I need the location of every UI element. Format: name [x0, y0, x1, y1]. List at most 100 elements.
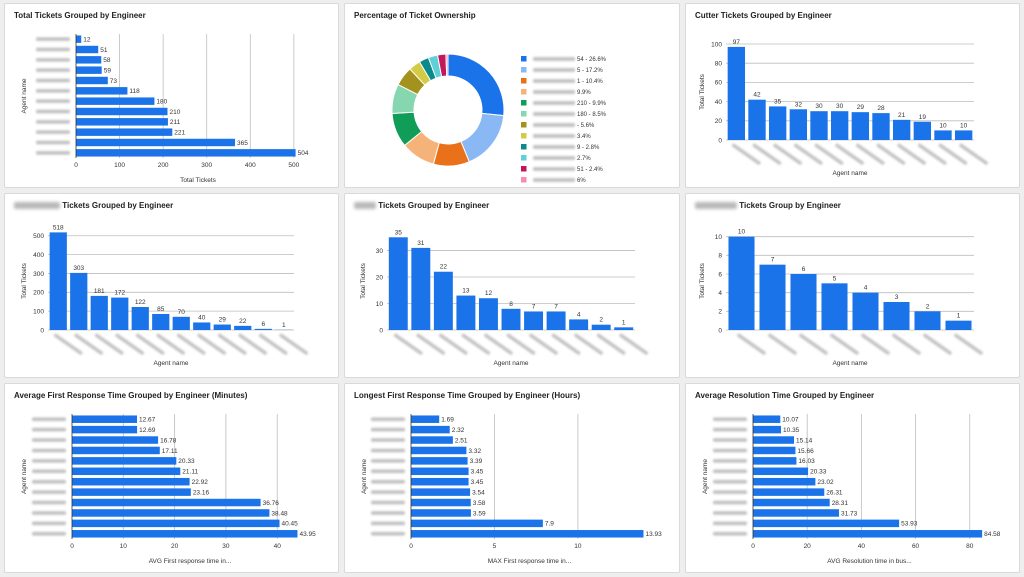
- data-label: 3.45: [471, 469, 484, 476]
- bar: [72, 519, 280, 528]
- category-label-redacted: [32, 511, 66, 515]
- tick-label: 300: [33, 271, 44, 278]
- data-label: 40: [198, 314, 206, 321]
- bar: [72, 530, 298, 538]
- bar: [753, 488, 825, 496]
- tick-label: 10: [120, 543, 128, 550]
- bar: [954, 130, 973, 140]
- tile-avg-first-response[interactable]: Average First Response Time Grouped by E…: [4, 383, 339, 573]
- data-label: 6: [261, 321, 265, 328]
- data-label: 365: [237, 140, 248, 147]
- legend-swatch: [521, 166, 527, 172]
- category-label-redacted: [176, 333, 206, 355]
- tick-label: 200: [158, 162, 169, 169]
- legend-label: 210 - 9.9%: [577, 101, 607, 107]
- legend-label: 54 - 26.6%: [577, 57, 607, 63]
- legend-label: 180 - 8.5%: [577, 112, 607, 118]
- tick-label: 20: [804, 543, 812, 550]
- tile-title: Total Tickets Grouped by Engineer: [14, 11, 146, 20]
- category-label-redacted: [94, 333, 124, 355]
- data-label: 84.58: [984, 531, 1001, 538]
- data-label: 20.33: [810, 469, 827, 476]
- legend-swatch: [521, 177, 527, 183]
- y-axis-title: Agent name: [21, 78, 28, 113]
- category-label-redacted: [279, 333, 309, 355]
- data-label: 38.48: [271, 510, 288, 517]
- legend-label: 9 - 2.8%: [577, 145, 600, 151]
- tick-label: 0: [718, 327, 722, 334]
- category-label-redacted: [713, 511, 747, 515]
- data-label: 29: [857, 104, 865, 111]
- tick-label: 400: [245, 162, 256, 169]
- data-label: 1.69: [441, 417, 454, 424]
- legend-label: 6%: [577, 178, 586, 184]
- data-label: 26.31: [826, 489, 843, 496]
- data-label: 12: [83, 36, 91, 43]
- tile-total-tickets[interactable]: Total Tickets Grouped by Engineer 0 100 20…: [4, 3, 339, 188]
- bar: [76, 97, 155, 105]
- data-label: 2.51: [455, 437, 468, 444]
- bar: [72, 498, 261, 507]
- tile-avg-resolution[interactable]: Average Resolution Time Grouped by Engin…: [685, 383, 1020, 573]
- data-label: 3.58: [473, 500, 486, 507]
- category-label-redacted: [713, 438, 747, 442]
- category-label-redacted: [36, 130, 70, 135]
- tick-label: 20: [715, 118, 723, 125]
- category-label-redacted: [619, 333, 648, 355]
- category-label-redacted: [371, 427, 405, 432]
- tile-cutter-tickets[interactable]: Cutter Tickets Grouped by Engineer 0 20 40…: [685, 3, 1020, 188]
- bar: [411, 457, 468, 465]
- tile-title: Longest First Response Time Grouped by E…: [354, 391, 581, 400]
- legend-swatch: [521, 78, 527, 84]
- x-axis-title: Total Tickets: [180, 177, 217, 184]
- data-label: 1: [622, 319, 626, 326]
- bar: [748, 99, 766, 140]
- bar: [753, 498, 830, 507]
- category-label-redacted: [371, 521, 405, 526]
- bar: [883, 302, 910, 330]
- tick-label: 6: [718, 271, 722, 278]
- legend-swatch: [521, 56, 527, 62]
- tick-label: 10: [574, 543, 582, 550]
- legend-name-redacted: [533, 167, 575, 171]
- category-label-redacted: [53, 333, 83, 355]
- category-label-redacted: [36, 150, 70, 155]
- category-label-redacted: [238, 333, 268, 355]
- legend-swatch: [521, 133, 527, 139]
- data-label: 303: [73, 265, 84, 272]
- tile-team-b-tickets[interactable]: Tickets Grouped by Engineer 0 10 20 30 35 31 2…: [344, 193, 680, 378]
- x-axis-title: Agent name: [832, 360, 867, 367]
- data-label: 13.93: [645, 531, 662, 538]
- category-label-redacted: [713, 521, 747, 526]
- tile-ticket-ownership[interactable]: Percentage of Ticket Ownership 54 - 26.6…: [344, 3, 680, 188]
- tile-longest-first-response[interactable]: Longest First Response Time Grouped by E…: [344, 383, 680, 573]
- category-label-redacted: [959, 143, 988, 165]
- bar: [388, 237, 408, 330]
- tick-label: 80: [715, 61, 723, 68]
- tick-label: 0: [409, 543, 413, 550]
- bar: [76, 118, 168, 126]
- category-label-redacted: [371, 459, 405, 463]
- data-label: 17.11: [162, 448, 178, 455]
- bar: [411, 467, 469, 476]
- category-label-redacted: [713, 490, 747, 494]
- bar: [411, 415, 440, 423]
- tile-team-a-tickets[interactable]: Tickets Grouped by Engineer 0 100 200 300 40…: [4, 193, 339, 378]
- bar: [76, 76, 108, 85]
- chart-avg-resolution: 0 20 40 60 80 10.07 10.35 15.14 15.66 16.03 20.33 2…: [702, 414, 1001, 565]
- data-label: 23.02: [817, 479, 834, 486]
- category-label-redacted: [74, 333, 104, 355]
- category-label-redacted: [461, 333, 491, 355]
- tick-label: 30: [376, 248, 384, 255]
- tile-team-c-tickets[interactable]: Tickets Group by Engineer 0 2 4 6 8 10 10 7 6 5 4 3…: [685, 193, 1020, 378]
- category-label-redacted: [36, 119, 70, 124]
- bar: [254, 328, 272, 330]
- tick-label: 300: [201, 162, 212, 169]
- bar: [934, 130, 952, 140]
- redacted-team-name: [354, 202, 376, 210]
- category-label-redacted: [830, 333, 859, 355]
- x-axis-title: Agent name: [153, 360, 188, 367]
- data-label: 210: [170, 109, 181, 116]
- data-label: 30: [815, 103, 823, 110]
- data-label: 12.69: [139, 427, 156, 434]
